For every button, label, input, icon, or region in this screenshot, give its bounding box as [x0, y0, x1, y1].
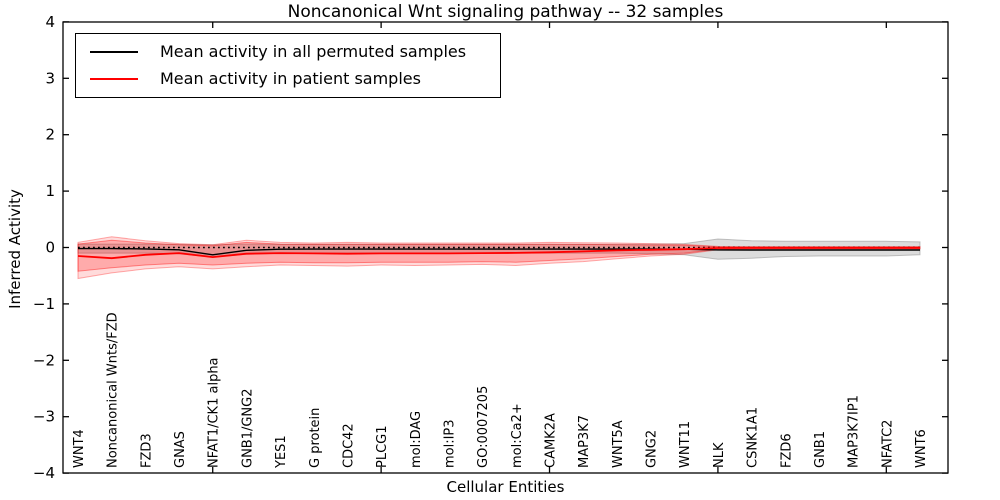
y-axis-tick-label: 2 [45, 126, 55, 144]
entity-label: GNB1 [813, 431, 828, 468]
legend-item-permuted: Mean activity in all permuted samples [76, 43, 500, 61]
legend-item-patient: Mean activity in patient samples [76, 70, 500, 88]
entity-label: G protein [308, 408, 323, 468]
legend-line-sample-permuted [90, 51, 138, 53]
entity-label: GNAS [173, 431, 188, 468]
series-line-patient [77, 246, 920, 260]
y-axis-tick-label: 0 [45, 239, 55, 257]
entity-label: NFATC2 [880, 420, 895, 468]
entity-label: MAP3K7 [577, 415, 592, 468]
entity-label: MAP3K7IP1 [847, 395, 862, 468]
x-axis-label: Cellular Entities [446, 478, 565, 496]
legend-item-label: Mean activity in all permuted samples [160, 42, 467, 61]
y-axis-tick-label: −4 [33, 464, 55, 482]
entity-label: GNB1/GNG2 [240, 388, 255, 468]
entity-label: FZD6 [779, 433, 794, 468]
legend: Mean activity in all permuted samples Me… [75, 33, 501, 98]
entity-label: Noncanonical Wnts/FZD [106, 312, 121, 468]
entity-label: FZD3 [139, 433, 154, 468]
y-axis-label: Inferred Activity [6, 189, 24, 309]
entity-label: mol:DAG [409, 411, 424, 468]
y-axis-tick-label: 1 [45, 182, 55, 200]
entity-label: NFAT1/CK1 alpha [207, 357, 222, 468]
series-line-permuted [78, 247, 920, 256]
entity-label: WNT11 [678, 421, 693, 468]
chart-title: Noncanonical Wnt signaling pathway -- 32… [287, 2, 724, 22]
entity-label: GNG2 [645, 430, 660, 468]
entity-label: WNT4 [72, 429, 87, 468]
entity-label: mol:IP3 [442, 419, 457, 468]
entity-label: WNT5A [611, 420, 626, 468]
legend-line-sample-patient [90, 78, 138, 80]
y-axis-tick-label: −1 [33, 295, 55, 313]
entity-label: PLCG1 [375, 425, 390, 468]
entity-label: CDC42 [341, 423, 356, 468]
y-axis-tick-label: −2 [33, 351, 55, 369]
y-axis-tick-label: −3 [33, 408, 55, 426]
entity-label: WNT6 [914, 429, 929, 468]
y-axis-tick-label: 3 [45, 69, 55, 87]
legend-item-label: Mean activity in patient samples [160, 69, 421, 88]
entity-label: NLK [712, 442, 727, 468]
entity-label: CAMK2A [544, 413, 559, 468]
entity-label: CSNK1A1 [746, 407, 761, 468]
y-axis-tick-label: 4 [45, 13, 55, 31]
entity-label: GO:0007205 [476, 386, 491, 468]
entity-label: YES1 [274, 435, 289, 469]
entity-label: mol:Ca2+ [510, 403, 525, 468]
